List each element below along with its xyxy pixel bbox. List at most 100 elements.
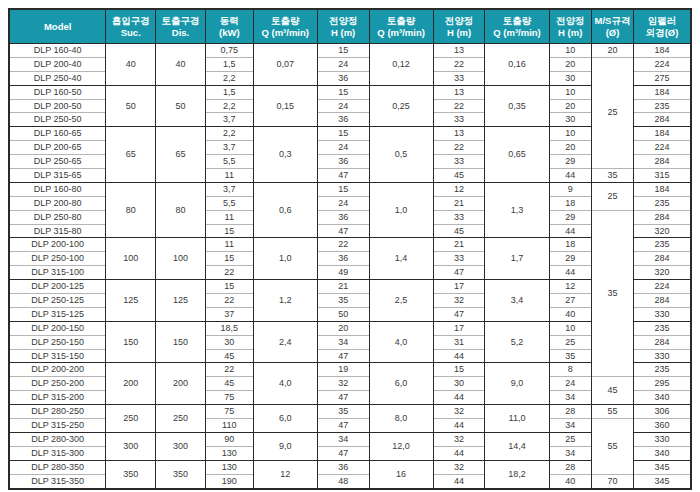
value-cell: 75 (205, 405, 253, 419)
value-cell: 10 (549, 85, 591, 99)
value-cell: 47 (317, 391, 369, 405)
table-row: DLP 280-250250250756,0358,03211,02855306 (9, 405, 691, 419)
value-cell: 340 (634, 391, 691, 405)
value-cell: 2,2 (205, 99, 253, 113)
value-cell: 0,75 (205, 44, 253, 58)
model-cell: DLP 250-200 (9, 377, 106, 391)
value-cell: 110 (205, 419, 253, 433)
column-header-discharge: 토출구경Dis. (156, 9, 206, 44)
catalog-page: Model흡입구경Suc.토출구경Dis.동력(kW)토출량Q (m³/min)… (0, 0, 700, 492)
value-cell: 22 (433, 57, 485, 71)
value-cell: 44 (433, 419, 485, 433)
column-header-model: Model (9, 9, 106, 44)
value-cell: 9 (549, 182, 591, 196)
model-cell: DLP 250-100 (9, 252, 106, 266)
value-cell: 350 (106, 460, 156, 488)
value-cell: 35 (591, 169, 633, 183)
table-header: Model흡입구경Suc.토출구경Dis.동력(kW)토출량Q (m³/min)… (9, 9, 691, 44)
value-cell: 32 (433, 432, 485, 446)
value-cell: 15 (433, 363, 485, 377)
value-cell: 20 (549, 57, 591, 71)
value-cell: 275 (634, 71, 691, 85)
value-cell: 2,5 (369, 280, 433, 322)
value-cell: 24 (317, 57, 369, 71)
value-cell: 15 (205, 224, 253, 238)
value-cell: 22 (433, 99, 485, 113)
value-cell: 44 (433, 446, 485, 460)
model-cell: DLP 200-100 (9, 238, 106, 252)
value-cell: 17 (433, 321, 485, 335)
value-cell: 35 (549, 349, 591, 363)
value-cell: 55 (591, 419, 633, 475)
value-cell: 20 (549, 99, 591, 113)
value-cell: 0,3 (253, 127, 317, 183)
value-cell: 34 (317, 335, 369, 349)
value-cell: 90 (205, 432, 253, 446)
value-cell: 0,25 (369, 85, 433, 127)
value-cell: 48 (317, 474, 369, 488)
value-cell: 0,12 (369, 44, 433, 86)
value-cell: 20 (549, 141, 591, 155)
value-cell: 75 (205, 391, 253, 405)
value-cell: 49 (317, 266, 369, 280)
value-cell: 284 (634, 113, 691, 127)
value-cell: 44 (433, 391, 485, 405)
value-cell: 284 (634, 294, 691, 308)
value-cell: 300 (156, 432, 206, 460)
value-cell: 150 (106, 321, 156, 363)
value-cell: 17 (433, 280, 485, 294)
column-header-flow-3: 토출량Q (m³/min) (485, 9, 549, 44)
value-cell: 15 (205, 280, 253, 294)
value-cell: 340 (634, 446, 691, 460)
value-cell: 1,5 (205, 57, 253, 71)
value-cell: 13 (433, 44, 485, 58)
value-cell: 130 (205, 446, 253, 460)
value-cell: 30 (549, 71, 591, 85)
table-row: DLP 200-15015015018,52,4204,0175,210235 (9, 321, 691, 335)
value-cell: 184 (634, 182, 691, 196)
value-cell: 36 (317, 71, 369, 85)
value-cell: 25 (591, 57, 633, 168)
model-cell: DLP 315-200 (9, 391, 106, 405)
value-cell: 47 (317, 419, 369, 433)
value-cell: 350 (156, 460, 206, 488)
value-cell: 9,0 (485, 363, 549, 405)
column-header-flow-1: 토출량Q (m³/min) (253, 9, 317, 44)
value-cell: 80 (156, 182, 206, 238)
value-cell: 150 (156, 321, 206, 363)
value-cell: 8 (549, 363, 591, 377)
value-cell: 18 (549, 238, 591, 252)
value-cell: 284 (634, 155, 691, 169)
model-cell: DLP 315-150 (9, 349, 106, 363)
model-cell: DLP 200-80 (9, 196, 106, 210)
value-cell: 1,4 (369, 238, 433, 280)
value-cell: 6,0 (369, 363, 433, 405)
model-cell: DLP 200-125 (9, 280, 106, 294)
table-row: DLP 200-125125125151,2212,5173,412224 (9, 280, 691, 294)
value-cell: 200 (156, 363, 206, 405)
value-cell: 130 (205, 460, 253, 474)
value-cell: 11,0 (485, 405, 549, 433)
value-cell: 15 (317, 182, 369, 196)
value-cell: 25 (549, 432, 591, 446)
value-cell: 33 (433, 252, 485, 266)
value-cell: 100 (156, 238, 206, 280)
value-cell: 28 (549, 405, 591, 419)
model-cell: DLP 315-250 (9, 419, 106, 433)
value-cell: 21 (317, 280, 369, 294)
value-cell: 284 (634, 210, 691, 224)
value-cell: 47 (317, 446, 369, 460)
column-header-head-1: 전양정H (m) (317, 9, 369, 44)
model-cell: DLP 280-300 (9, 432, 106, 446)
value-cell: 0,15 (253, 85, 317, 127)
value-cell: 0,07 (253, 44, 317, 86)
value-cell: 320 (634, 266, 691, 280)
value-cell: 184 (634, 85, 691, 99)
value-cell: 40 (106, 44, 156, 86)
value-cell: 45 (433, 169, 485, 183)
value-cell: 6,0 (253, 405, 317, 433)
value-cell: 190 (205, 474, 253, 488)
value-cell: 5,5 (205, 155, 253, 169)
value-cell: 36 (317, 113, 369, 127)
value-cell: 9,0 (253, 432, 317, 460)
